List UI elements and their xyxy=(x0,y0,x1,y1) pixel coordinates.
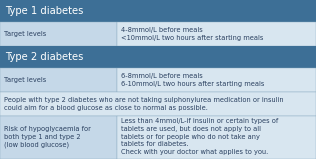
Bar xyxy=(0,116,117,159)
Bar xyxy=(117,22,316,46)
Bar xyxy=(117,116,316,159)
Bar xyxy=(117,68,316,92)
Bar xyxy=(0,92,316,116)
Text: Target levels: Target levels xyxy=(4,77,46,83)
Bar xyxy=(0,68,117,92)
Text: Risk of hypoglycaemia for
both type 1 and type 2
(low blood glucose): Risk of hypoglycaemia for both type 1 an… xyxy=(4,127,91,149)
Text: People with type 2 diabetes who are not taking sulphonylurea medication or insul: People with type 2 diabetes who are not … xyxy=(4,97,284,111)
Text: Less than 4mmol/L-if insulin or certain types of
tablets are used, but does not : Less than 4mmol/L-if insulin or certain … xyxy=(121,118,278,155)
Text: 6-8mmol/L before meals
6-10mmol/L two hours after starting meals: 6-8mmol/L before meals 6-10mmol/L two ho… xyxy=(121,73,264,87)
Bar xyxy=(0,22,117,46)
Text: 4-8mmol/L before meals
<10mmol/L two hours after starting meals: 4-8mmol/L before meals <10mmol/L two hou… xyxy=(121,27,263,41)
Bar xyxy=(0,0,316,22)
Text: Target levels: Target levels xyxy=(4,31,46,37)
Bar xyxy=(0,46,316,68)
Text: Type 1 diabetes: Type 1 diabetes xyxy=(5,6,83,16)
Text: Type 2 diabetes: Type 2 diabetes xyxy=(5,52,83,62)
